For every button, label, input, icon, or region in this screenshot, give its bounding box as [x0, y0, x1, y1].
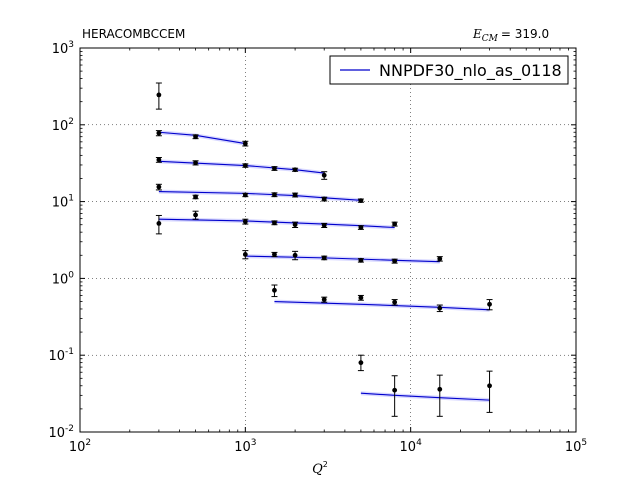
data-point [392, 299, 398, 305]
data-point [156, 92, 162, 98]
x-tick-label: 103 [234, 438, 256, 455]
y-tick-label: 10-2 [48, 424, 74, 441]
data-point [292, 222, 298, 228]
data-point [292, 192, 298, 198]
x-tick-base: 10 [400, 440, 417, 455]
x-tick-label: 102 [69, 438, 91, 455]
data-point [193, 160, 198, 166]
data-point [272, 220, 277, 226]
x-tick-label: 104 [400, 438, 423, 455]
data-point [437, 256, 443, 262]
data-point [272, 287, 277, 293]
y-tick-base: 10 [52, 119, 69, 134]
x-tick-base: 10 [565, 440, 582, 455]
data-point [358, 295, 364, 301]
y-tick-label: 103 [52, 40, 74, 57]
legend-label: NNPDF30_nlo_as_0118 [379, 61, 562, 81]
energy-value: = 319.0 [501, 27, 549, 41]
data-point [358, 360, 364, 366]
y-tick-exponent: -2 [65, 424, 74, 434]
chart-title-left: HERACOMBCCEM [82, 27, 185, 41]
x-tick-label: 105 [565, 438, 587, 455]
data-point [321, 196, 327, 202]
data-point [358, 198, 364, 204]
y-tick-label: 101 [52, 194, 74, 211]
data-point [156, 130, 162, 136]
data-point [292, 252, 298, 258]
energy-subscript: CM [482, 34, 499, 44]
y-tick-label: 102 [52, 117, 74, 134]
x-tick-base: 10 [69, 440, 86, 455]
data-point [242, 252, 248, 257]
y-tick-exponent: -1 [65, 347, 74, 357]
theory-curve [360, 392, 490, 401]
data-point [193, 134, 198, 140]
theory-curve [158, 160, 325, 174]
data-point [193, 212, 198, 218]
data-point [292, 167, 298, 173]
data-point [437, 305, 443, 311]
data-point [156, 221, 162, 226]
data-point [487, 301, 492, 307]
data-point [487, 383, 492, 389]
data-point [321, 297, 327, 302]
data-point [193, 194, 198, 200]
x-tick-exponent: 3 [251, 438, 257, 448]
data-point [437, 386, 443, 392]
data-point [272, 166, 277, 171]
x-tick-base: 10 [234, 440, 251, 455]
data-points [155, 82, 493, 417]
x-tick-exponent: 4 [416, 438, 422, 448]
data-point [358, 225, 364, 230]
y-tick-exponent: 1 [68, 194, 74, 204]
y-tick-label: 100 [52, 270, 75, 287]
theory-curve [274, 300, 490, 311]
data-point [272, 252, 277, 257]
y-tick-base: 10 [52, 196, 69, 211]
data-point [156, 184, 162, 190]
x-axis-symbol: Q [312, 462, 323, 477]
chart-title-right: ECM = 319.0 [472, 27, 549, 44]
y-tick-exponent: 2 [68, 117, 74, 127]
legend: NNPDF30_nlo_as_0118 [329, 55, 569, 85]
data-point [321, 222, 327, 228]
x-tick-exponent: 2 [85, 438, 91, 448]
y-tick-exponent: 0 [68, 270, 74, 280]
data-point [242, 219, 248, 224]
y-tick-base: 10 [48, 426, 65, 441]
data-point [392, 258, 398, 264]
x-axis-exponent: 2 [323, 460, 328, 469]
data-point [242, 163, 248, 168]
data-point [321, 172, 327, 178]
data-point [392, 221, 398, 227]
y-tick-label: 10-1 [48, 347, 74, 364]
data-point [358, 257, 364, 263]
y-tick-exponent: 3 [68, 40, 74, 50]
x-axis-label: Q2 [312, 460, 328, 477]
energy-symbol: E [472, 27, 482, 41]
plot-frame [79, 47, 577, 433]
data-point [242, 192, 248, 198]
data-point [392, 387, 398, 393]
theory-uncertainty-band [274, 299, 490, 312]
grid [80, 48, 576, 432]
x-tick-exponent: 5 [581, 438, 587, 448]
data-point [321, 255, 327, 261]
y-tick-base: 10 [52, 42, 69, 57]
data-point [242, 141, 248, 146]
y-tick-base: 10 [48, 349, 65, 364]
y-tick-base: 10 [52, 272, 69, 287]
data-point [156, 157, 162, 163]
data-point [272, 192, 277, 198]
